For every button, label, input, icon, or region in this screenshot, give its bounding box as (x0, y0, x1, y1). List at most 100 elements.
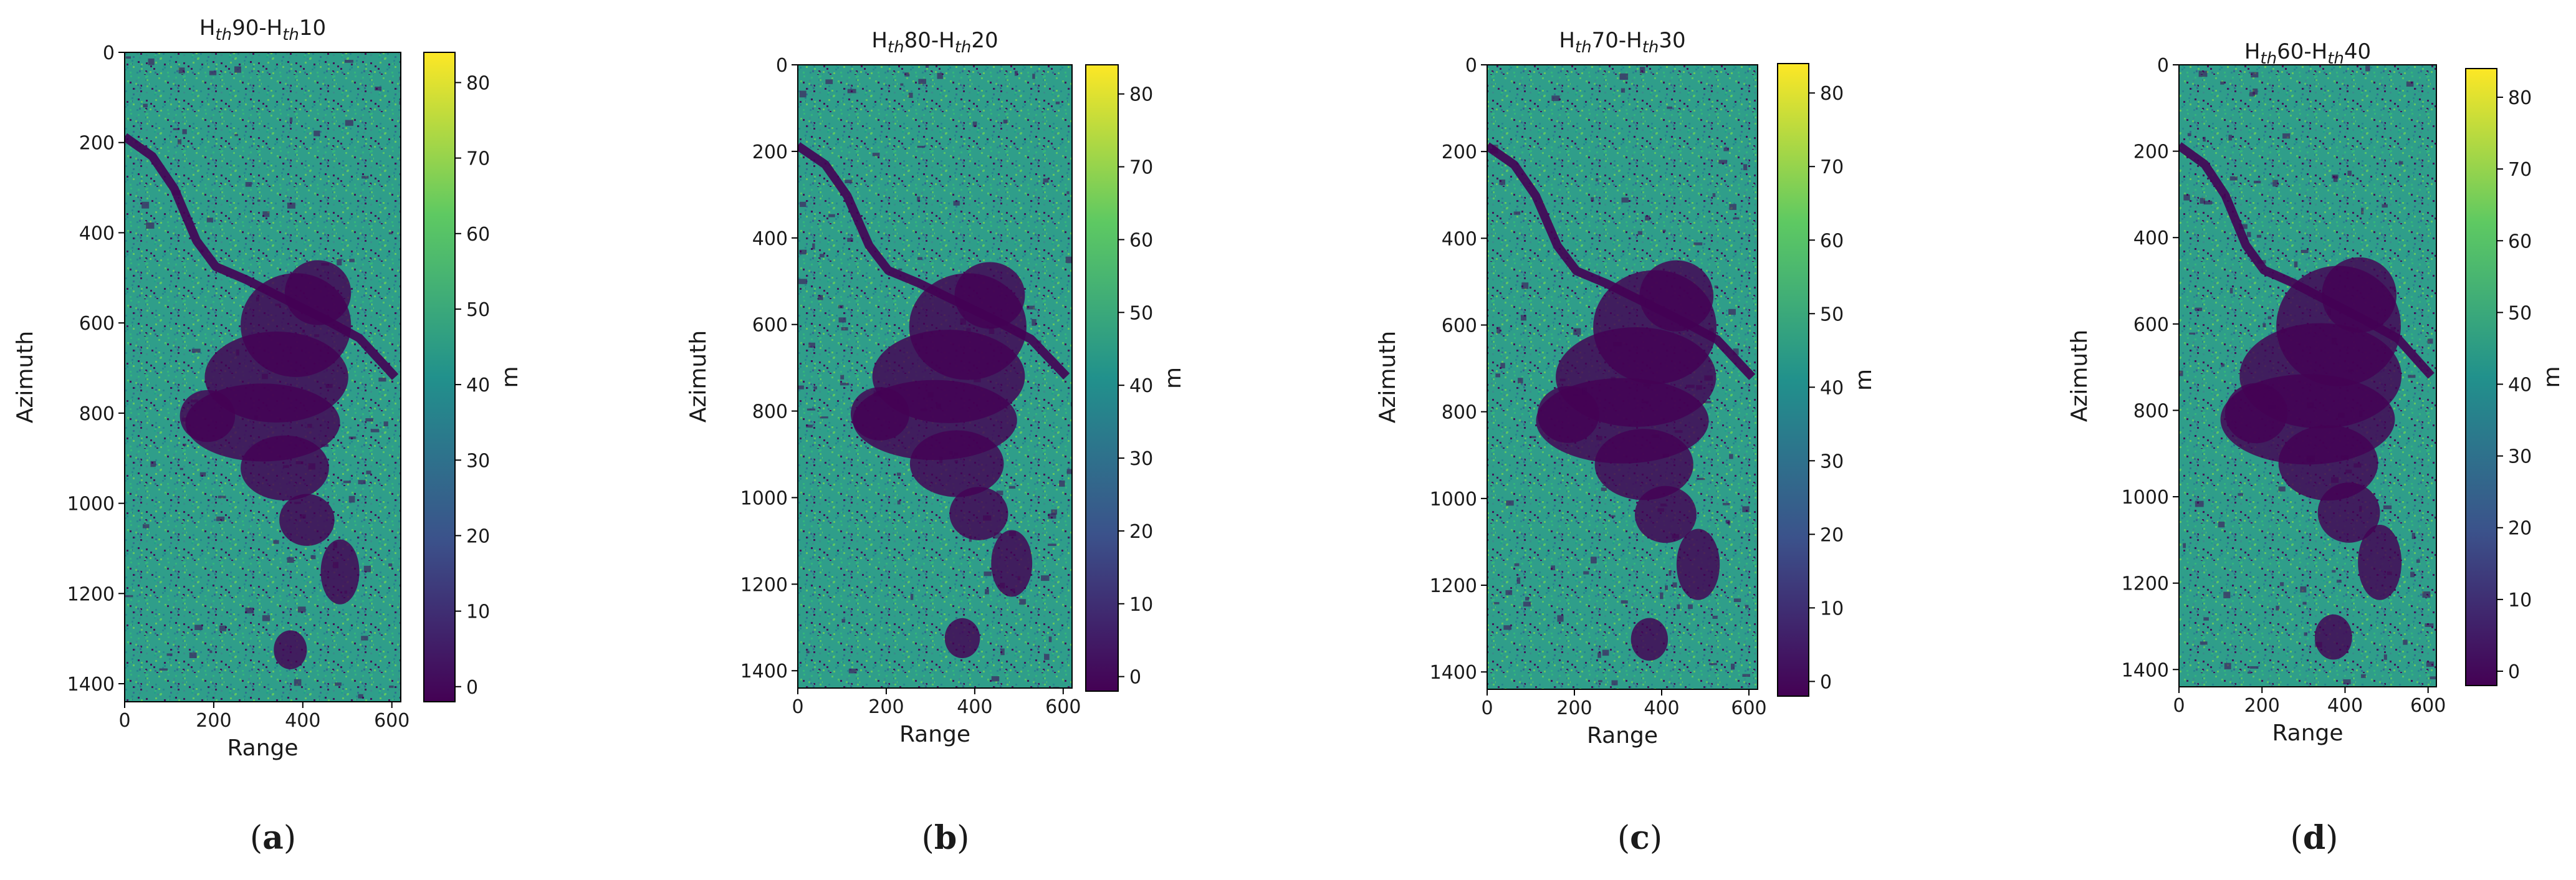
speckle-patch (183, 443, 186, 446)
speckle-patch (1725, 520, 1730, 524)
speckle-patch (1742, 506, 1750, 512)
speckle-patch (1660, 504, 1667, 507)
speckle-patch (845, 179, 853, 184)
colorbar-tick-label: 30 (2508, 446, 2532, 468)
speckle-patch (972, 122, 977, 127)
speckle-patch (1703, 401, 1712, 404)
river-channel (125, 133, 399, 380)
low-height-region (2224, 383, 2287, 444)
y-tick-label: 600 (752, 315, 788, 337)
speckle-patch (1696, 385, 1703, 390)
speckle-patch (1490, 148, 1498, 154)
colorbar-tick-label: 0 (1820, 671, 1832, 693)
speckle-patch (2267, 386, 2272, 390)
y-tick-label: 800 (752, 401, 788, 423)
speckle-patch (966, 328, 971, 332)
colorbar-tick-label: 20 (466, 525, 490, 547)
speckle-patch (2280, 329, 2285, 333)
speckle-patch (218, 495, 226, 499)
speckle-patch (333, 562, 338, 568)
low-height-region (1537, 386, 1599, 443)
speckle-patch (2332, 338, 2337, 345)
speckle-patch (1611, 376, 1616, 381)
speckle-patch (812, 243, 815, 250)
panel-c: 0 200 400 6000200400600800100012001400Range… (1375, 28, 1877, 857)
speckle-patch (1559, 378, 1566, 381)
title-subscript: th (1642, 38, 1659, 57)
speckle-patch (344, 590, 347, 594)
axes-frame (797, 64, 1073, 689)
speckle-patch (399, 101, 401, 105)
y-tick-label: 1200 (740, 574, 788, 596)
speckle-patch (1645, 299, 1654, 305)
speckle-patch (1551, 565, 1555, 570)
speckle-patch (1521, 315, 1527, 321)
heatmap-image (125, 52, 401, 702)
speckle-patch (1609, 515, 1616, 518)
speckle-patch (2183, 194, 2190, 201)
x-tick-label: 400 (285, 710, 320, 732)
colorbar-tick-label: 50 (2508, 302, 2532, 324)
y-tick-label: 1400 (2122, 659, 2169, 681)
speckle-patch (2195, 500, 2204, 507)
speckle-patch (2282, 133, 2291, 139)
speckle-patch (1048, 513, 1056, 519)
colorbar-tick-label: 60 (1820, 230, 1844, 252)
colorbar-tick-label: 80 (466, 72, 490, 94)
speckle-patch (2300, 586, 2307, 593)
panel-caption: (c) (1617, 819, 1662, 857)
speckle-patch (363, 565, 371, 573)
speckle-patch (1645, 215, 1650, 221)
speckle-patch (362, 176, 369, 179)
speckle-patch (1492, 145, 1498, 150)
speckle-patch (287, 557, 294, 563)
speckle-patch (1637, 231, 1643, 235)
speckle-patch (321, 262, 330, 266)
speckle-patch (1493, 602, 1500, 605)
speckle-patch (2375, 320, 2378, 326)
colorbar-tick-label: 70 (1820, 156, 1844, 178)
speckle-patch (806, 651, 810, 654)
speckle-patch (2425, 623, 2434, 627)
speckle-patch (1596, 436, 1602, 441)
colorbar-label: m (1851, 369, 1877, 391)
speckle-patch (234, 66, 241, 73)
colorbar-tick-label: 50 (1129, 302, 1153, 324)
speckle-patch (294, 679, 302, 686)
y-tick-label: 1400 (67, 674, 115, 696)
speckle-patch (399, 77, 401, 80)
speckle-patch (216, 516, 225, 522)
speckle-patch (1722, 502, 1730, 505)
low-height-region (279, 494, 335, 546)
speckle-patch (1513, 211, 1521, 215)
panel-title: Hth60-Hth40 (2244, 39, 2371, 68)
title-text: H (199, 16, 216, 41)
low-height-region (274, 630, 307, 669)
speckle-patch (1506, 500, 1514, 506)
speckle-patch (1662, 454, 1669, 457)
y-tick-label: 800 (2133, 400, 2169, 422)
low-height-region (850, 387, 910, 441)
speckle-patch (1066, 469, 1072, 474)
speckle-patch (314, 334, 320, 337)
colorbar-tick-label: 10 (466, 601, 490, 623)
speckle-patch (159, 668, 168, 671)
speckle-patch (125, 595, 133, 598)
low-height-region (2314, 614, 2352, 660)
speckle-patch (1041, 575, 1050, 581)
speckle-patch (1499, 179, 1506, 185)
caption-paren: ) (284, 820, 296, 857)
speckle-patch (900, 83, 904, 86)
x-tick-label: 400 (957, 696, 992, 718)
speckle-patch (872, 153, 880, 156)
speckle-patch (2220, 81, 2224, 85)
speckle-patch (2187, 133, 2191, 136)
colorbar-tick-label: 60 (2508, 231, 2532, 252)
speckle-patch (1621, 88, 1626, 93)
speckle-patch (307, 424, 312, 428)
speckle-patch (262, 615, 271, 621)
speckle-patch (256, 296, 259, 302)
speckle-patch (2183, 543, 2186, 548)
low-height-region (1594, 429, 1693, 500)
speckle-patch (1619, 73, 1629, 80)
